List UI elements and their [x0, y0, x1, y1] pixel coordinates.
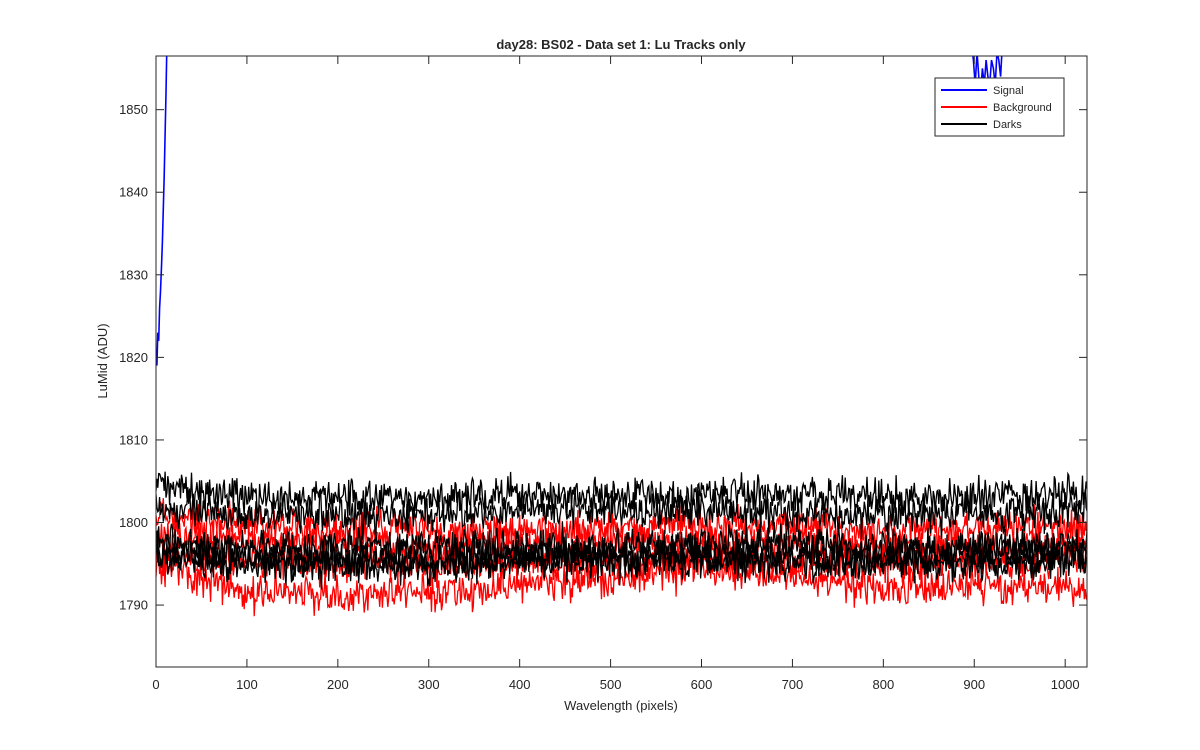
y-tick-label: 1800 — [119, 515, 148, 530]
x-tick-label: 100 — [236, 677, 258, 692]
series-line-signal-1 — [972, 56, 1003, 94]
y-axis-ticks: 1790 1800 1810 1820 1830 1840 1850 — [119, 102, 1087, 613]
x-tick-label: 700 — [782, 677, 804, 692]
x-tick-label: 1000 — [1051, 677, 1080, 692]
series-line-background-3 — [156, 541, 1087, 617]
axes-box — [155, 55, 1088, 668]
x-tick-label: 400 — [509, 677, 531, 692]
x-tick-label: 500 — [600, 677, 622, 692]
legend-box — [934, 77, 1065, 137]
y-tick-label: 1810 — [119, 432, 148, 447]
series-line-darks-4 — [156, 471, 1087, 523]
y-tick-label: 1840 — [119, 185, 148, 200]
y-tick-label: 1830 — [119, 267, 148, 282]
y-tick-label: 1850 — [119, 102, 148, 117]
x-tick-label: 900 — [963, 677, 985, 692]
x-axis-label: Wavelength (pixels) — [564, 698, 678, 713]
x-tick-label: 800 — [872, 677, 894, 692]
legend-darks-label: Darks — [993, 119, 1022, 131]
x-tick-label: 200 — [327, 677, 349, 692]
series-line-darks-8 — [156, 535, 1087, 590]
y-tick-label: 1820 — [119, 350, 148, 365]
series-line-signal-0 — [156, 56, 168, 366]
legend-background-label: Background — [993, 102, 1052, 114]
legend: Signal Background Darks — [934, 77, 1065, 137]
series-line-darks-5 — [156, 487, 1087, 540]
x-tick-label: 0 — [152, 677, 159, 692]
data-lines — [156, 56, 1087, 617]
x-axis-ticks: 0 100 200 300 400 500 600 700 800 900 1000 — [152, 56, 1080, 692]
y-axis-label: LuMid (ADU) — [95, 323, 110, 398]
x-tick-label: 600 — [691, 677, 713, 692]
chart-title: day28: BS02 - Data set 1: Lu Tracks only — [496, 37, 746, 52]
y-tick-label: 1790 — [119, 598, 148, 613]
legend-signal-label: Signal — [993, 85, 1024, 97]
x-tick-label: 300 — [418, 677, 440, 692]
